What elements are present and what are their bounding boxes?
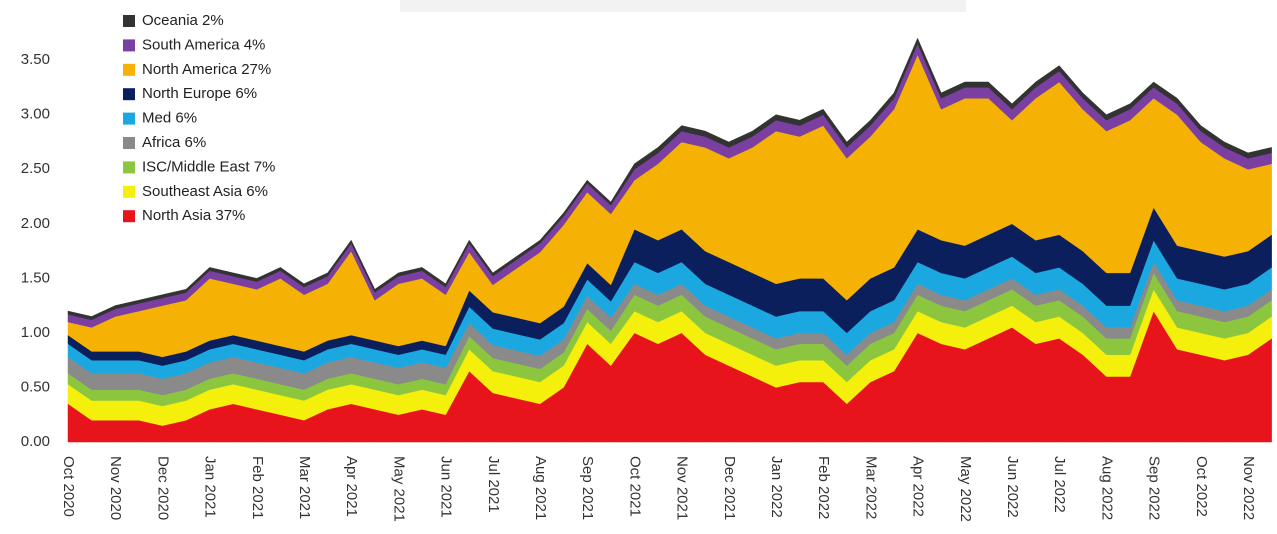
x-tick-label: Oct 2021: [626, 456, 643, 517]
x-tick-label: Jan 2022: [768, 456, 785, 518]
x-tick-label: Apr 2022: [910, 456, 927, 517]
x-tick-label: May 2022: [957, 456, 974, 522]
y-tick-label: 0.50: [21, 378, 50, 395]
y-tick-label: 2.00: [21, 215, 50, 232]
x-tick-label: Feb 2022: [815, 456, 832, 519]
x-tick-label: Aug 2022: [1098, 456, 1115, 520]
x-tick-label: Jul 2022: [1051, 456, 1068, 513]
header-band: [400, 0, 966, 12]
x-tick-label: Oct 2022: [1193, 456, 1210, 517]
legend-label: Southeast Asia 6%: [142, 183, 268, 200]
legend-label: North Asia 37%: [142, 207, 245, 224]
legend-label: Africa 6%: [142, 134, 206, 151]
x-tick-label: Dec 2021: [721, 456, 738, 520]
y-tick-label: 3.50: [21, 51, 50, 68]
legend-swatch: [123, 210, 135, 223]
x-tick-label: Mar 2022: [862, 456, 879, 519]
x-tick-label: Dec 2020: [154, 456, 171, 520]
legend-swatch: [123, 39, 135, 52]
x-tick-label: Jul 2021: [485, 456, 502, 513]
legend-label: Med 6%: [142, 110, 197, 127]
legend-label: South America 4%: [142, 36, 265, 53]
x-tick-label: Aug 2021: [532, 456, 549, 520]
y-tick-label: 0.00: [21, 433, 50, 450]
x-tick-label: Apr 2021: [343, 456, 360, 517]
x-tick-label: Sep 2022: [1146, 456, 1163, 520]
legend-label: ISC/Middle East 7%: [142, 158, 275, 175]
legend-swatch: [123, 88, 135, 101]
legend-label: North America 27%: [142, 61, 271, 78]
y-tick-label: 3.00: [21, 106, 50, 123]
x-tick-label: Jun 2021: [438, 456, 455, 518]
legend-label: Oceania 2%: [142, 12, 224, 29]
y-tick-label: 1.00: [21, 324, 50, 341]
x-tick-label: Mar 2021: [296, 456, 313, 519]
legend-swatch: [123, 161, 135, 174]
x-tick-label: Jan 2021: [202, 456, 219, 518]
legend-swatch: [123, 63, 135, 76]
legend-swatch: [123, 137, 135, 149]
x-tick-label: Jun 2022: [1004, 456, 1021, 518]
y-tick-label: 2.50: [21, 160, 50, 177]
legend-label: North Europe 6%: [142, 85, 257, 102]
x-tick-label: Nov 2022: [1240, 456, 1257, 520]
legend-swatch: [123, 185, 135, 198]
x-tick-label: Oct 2020: [60, 456, 77, 517]
area: [67, 37, 1272, 321]
legend-swatch: [123, 15, 135, 27]
x-tick-label: May 2021: [390, 456, 407, 522]
x-tick-label: Feb 2021: [249, 456, 266, 519]
x-tick-label: Nov 2021: [674, 456, 691, 520]
x-tick-label: Sep 2021: [579, 456, 596, 520]
y-tick-label: 1.50: [21, 269, 50, 286]
legend-swatch: [123, 112, 135, 125]
x-tick-label: Nov 2020: [107, 456, 124, 520]
